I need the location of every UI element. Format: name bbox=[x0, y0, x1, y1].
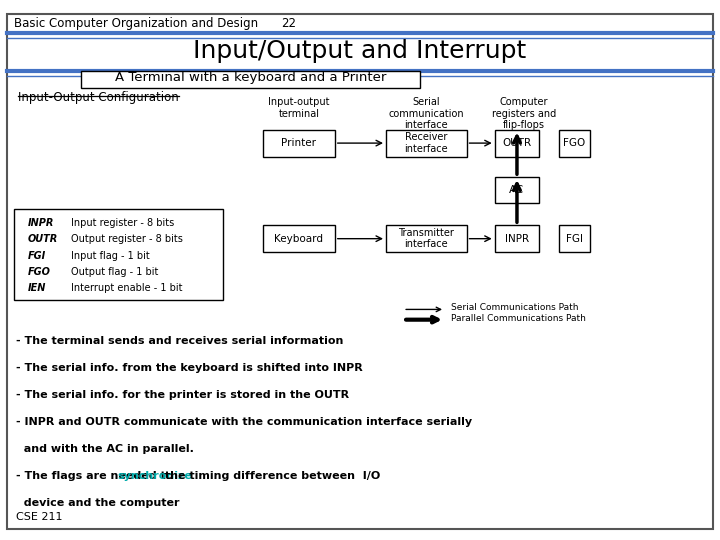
Text: - The serial info. from the keyboard is shifted into INPR: - The serial info. from the keyboard is … bbox=[16, 363, 363, 373]
Text: INPR: INPR bbox=[505, 234, 529, 244]
Text: the timing difference between  I/O: the timing difference between I/O bbox=[161, 471, 380, 481]
Text: OUTR: OUTR bbox=[27, 234, 58, 245]
Text: - INPR and OUTR communicate with the communication interface serially: - INPR and OUTR communicate with the com… bbox=[16, 417, 472, 427]
FancyBboxPatch shape bbox=[14, 209, 223, 300]
FancyBboxPatch shape bbox=[386, 130, 467, 157]
Text: 22: 22 bbox=[281, 17, 296, 30]
Text: Serial Communications Path: Serial Communications Path bbox=[451, 303, 578, 312]
FancyBboxPatch shape bbox=[263, 225, 335, 252]
FancyBboxPatch shape bbox=[495, 225, 539, 252]
Text: Serial
communication
interface: Serial communication interface bbox=[388, 97, 464, 130]
Text: CSE 211: CSE 211 bbox=[16, 512, 63, 522]
Text: Input register - 8 bits: Input register - 8 bits bbox=[71, 218, 174, 228]
Text: AC: AC bbox=[509, 185, 525, 195]
Text: A Terminal with a keyboard and a Printer: A Terminal with a keyboard and a Printer bbox=[115, 71, 386, 84]
FancyBboxPatch shape bbox=[559, 130, 590, 157]
FancyBboxPatch shape bbox=[495, 130, 539, 157]
Text: - The flags are needed to: - The flags are needed to bbox=[16, 471, 177, 481]
Text: FGI: FGI bbox=[566, 234, 583, 244]
FancyBboxPatch shape bbox=[81, 71, 420, 88]
Text: and with the AC in parallel.: and with the AC in parallel. bbox=[16, 444, 194, 454]
Text: synchronize: synchronize bbox=[118, 471, 193, 481]
FancyBboxPatch shape bbox=[386, 225, 467, 252]
Text: INPR: INPR bbox=[27, 218, 54, 228]
FancyBboxPatch shape bbox=[263, 130, 335, 157]
FancyBboxPatch shape bbox=[495, 177, 539, 203]
Text: - The serial info. for the printer is stored in the OUTR: - The serial info. for the printer is st… bbox=[16, 390, 349, 400]
Text: Transmitter
interface: Transmitter interface bbox=[398, 228, 454, 249]
Text: Input-Output Configuration: Input-Output Configuration bbox=[18, 91, 179, 104]
Text: device and the computer: device and the computer bbox=[16, 498, 179, 508]
Text: FGO: FGO bbox=[27, 267, 50, 277]
Text: FGI: FGI bbox=[27, 251, 45, 261]
Text: Keyboard: Keyboard bbox=[274, 234, 323, 244]
Text: Input/Output and Interrupt: Input/Output and Interrupt bbox=[194, 39, 526, 63]
Text: Interrupt enable - 1 bit: Interrupt enable - 1 bit bbox=[71, 283, 182, 293]
Text: - The terminal sends and receives serial information: - The terminal sends and receives serial… bbox=[16, 336, 343, 346]
Text: OUTR: OUTR bbox=[503, 138, 531, 148]
Text: Printer: Printer bbox=[282, 138, 316, 148]
Text: Output register - 8 bits: Output register - 8 bits bbox=[71, 234, 182, 245]
Text: FGO: FGO bbox=[564, 138, 585, 148]
Text: Input flag - 1 bit: Input flag - 1 bit bbox=[71, 251, 149, 261]
FancyBboxPatch shape bbox=[559, 225, 590, 252]
Text: Computer
registers and
flip-flops: Computer registers and flip-flops bbox=[492, 97, 557, 130]
Text: Parallel Communications Path: Parallel Communications Path bbox=[451, 314, 585, 322]
FancyBboxPatch shape bbox=[7, 14, 713, 529]
Text: Input-output
terminal: Input-output terminal bbox=[268, 97, 330, 119]
Text: IEN: IEN bbox=[27, 283, 46, 293]
Text: Output flag - 1 bit: Output flag - 1 bit bbox=[71, 267, 158, 277]
Text: Receiver
interface: Receiver interface bbox=[405, 132, 448, 154]
Text: Basic Computer Organization and Design: Basic Computer Organization and Design bbox=[14, 17, 258, 30]
